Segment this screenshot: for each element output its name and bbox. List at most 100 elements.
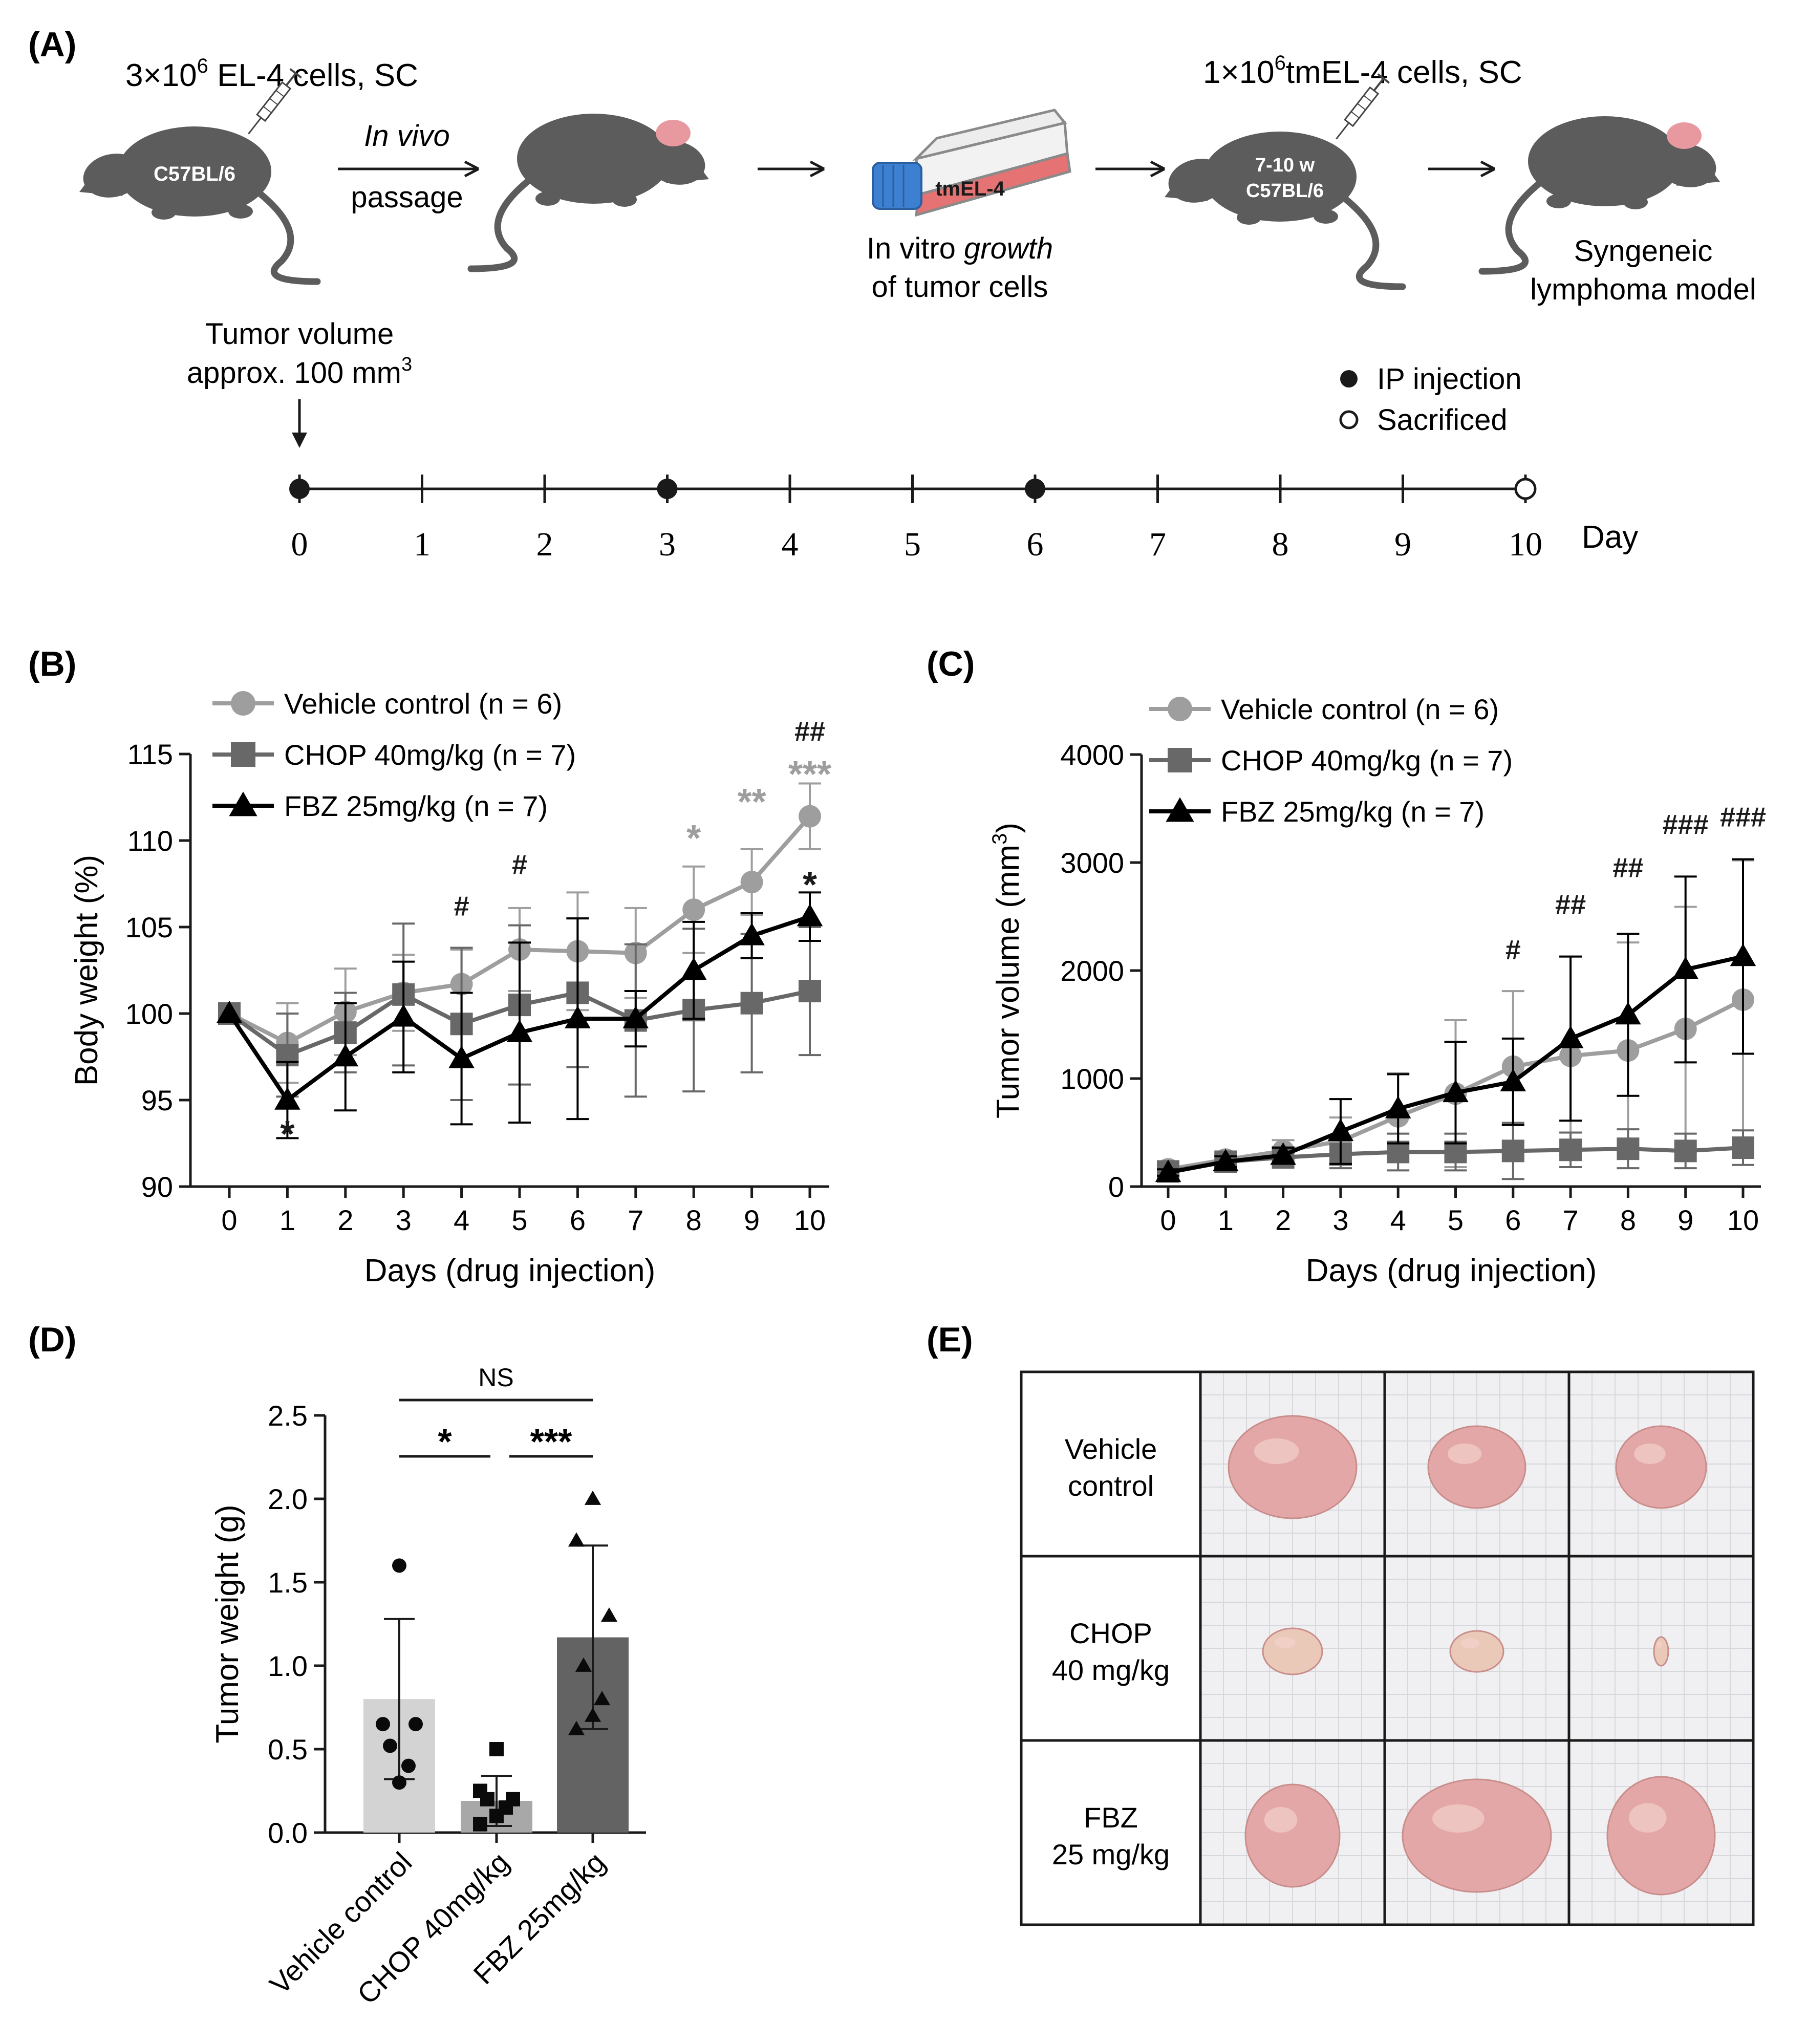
x-tick-label: 7: [628, 1204, 643, 1236]
x-tick-label: 6: [570, 1204, 586, 1236]
data-point: [1615, 1002, 1641, 1025]
y-tick-label: 2.5: [268, 1400, 308, 1432]
flask-caption-line2: of tumor cells: [872, 270, 1048, 304]
data-point: [1270, 1142, 1296, 1165]
data-point: [593, 1691, 611, 1706]
tumor-photo: [1615, 1425, 1707, 1509]
tumor-highlight: [1264, 1807, 1298, 1833]
data-point: [1557, 1025, 1584, 1048]
arrow-4-head: [1480, 160, 1496, 178]
tumor-photo: [1449, 1630, 1504, 1673]
data-point: [1387, 1141, 1410, 1164]
row-label-line1: Vehicle: [1065, 1433, 1157, 1465]
flask-label: tmEL-4: [935, 178, 1005, 200]
ip-injection-marker: [289, 479, 310, 499]
legend-marker: [229, 791, 257, 816]
step2-suffix: tmEL-4 cells, SC: [1286, 55, 1522, 90]
tumor-photo: [1262, 1627, 1323, 1675]
legend-label: CHOP 40mg/kg (n = 7): [1221, 744, 1513, 777]
tumor-volume-line2: approx. 100 mm3: [187, 354, 412, 390]
significance-annotation: ***: [788, 754, 831, 795]
chart-c: 0 1000 2000 3000 4000 0 1 2 3 4 5 6 7 8 9 10 Days (drug …: [988, 693, 1766, 1288]
arrow-3-head: [1150, 160, 1166, 178]
legend-marker: [1166, 797, 1194, 822]
significance-label: NS: [478, 1363, 513, 1392]
y-tick-label: 1000: [1060, 1063, 1124, 1095]
timeline-day-label: 4: [782, 526, 799, 563]
legend-label: Vehicle control (n = 6): [284, 687, 562, 720]
tumor-volume-line1: Tumor volume: [205, 317, 394, 351]
arrow1-italic-label: In vivo: [364, 119, 450, 153]
data-point: [401, 1758, 416, 1773]
arrow1-sub-label: passage: [351, 181, 463, 214]
y-tick-label: 105: [125, 911, 173, 943]
legend-label: CHOP 40mg/kg (n = 7): [284, 739, 576, 771]
mouse-icon-1: C57BL/6: [79, 126, 317, 282]
panel-a: (A) 3×106 EL-4 cells, SC C57BL/6 In vivo…: [28, 25, 1756, 563]
mouse1-label: C57BL/6: [154, 163, 235, 185]
significance-annotation: *: [686, 818, 701, 859]
data-point: [332, 1044, 359, 1067]
data-point: [584, 1707, 601, 1722]
y-tick-label: 1.5: [268, 1566, 308, 1599]
data-point: [383, 1738, 397, 1753]
mouse-icon-4: [1482, 116, 1720, 271]
y-tick-label: 0.0: [268, 1817, 308, 1849]
x-tick-label: 9: [1677, 1204, 1693, 1236]
row-label-line2: 25 mg/kg: [1052, 1838, 1170, 1870]
significance-annotation: *: [803, 865, 817, 906]
data-point: [568, 1532, 585, 1547]
data-point: [376, 1717, 390, 1732]
x-tick-label: 10: [1727, 1204, 1759, 1236]
data-point: [1213, 1149, 1239, 1172]
tumor-highlight: [1629, 1803, 1667, 1833]
timeline-day-label: 3: [659, 526, 676, 563]
y-tick-label: 0: [1108, 1171, 1124, 1203]
significance-annotation: ##: [1555, 889, 1586, 920]
x-axis-label: Days (drug injection): [1306, 1253, 1597, 1288]
timeline-day-label: 9: [1394, 526, 1411, 563]
data-point: [1732, 1136, 1754, 1159]
data-point: [392, 1558, 406, 1573]
tumor-photo: [1653, 1636, 1669, 1667]
tumor-highlight: [1657, 1641, 1662, 1648]
photo-table-border: [1020, 1370, 1755, 1926]
y-axis-label-text: Tumor volume (mm: [991, 845, 1026, 1118]
y-tick-label: 0.5: [268, 1733, 308, 1766]
x-tick-label: 0: [1160, 1204, 1176, 1236]
data-point: [682, 898, 705, 921]
ip-injection-marker: [1025, 479, 1045, 499]
significance-label: ***: [530, 1422, 572, 1461]
significance-annotation: #: [454, 891, 469, 921]
data-point: [1443, 1080, 1469, 1103]
data-point: [1501, 1139, 1524, 1163]
flask-caption-1b: growth: [964, 232, 1053, 265]
data-point: [622, 1005, 649, 1028]
legend-label: FBZ 25mg/kg (n = 7): [284, 790, 548, 822]
y-axis-label-close: ): [991, 823, 1026, 833]
step1-suffix: EL-4 cells, SC: [208, 58, 418, 93]
tumor-photo: [1228, 1415, 1358, 1519]
tumor-highlight: [1254, 1438, 1299, 1464]
panel-label-d: (D): [28, 1320, 76, 1359]
timeline-day-label: 2: [536, 526, 553, 563]
legend-ip-marker: [1340, 370, 1358, 388]
x-tick-label: 2: [337, 1204, 353, 1236]
y-tick-label: 3000: [1060, 847, 1124, 879]
mouse-icon-3: 7-10 w C57BL/6: [1165, 132, 1403, 287]
y-tick-label: 115: [127, 738, 173, 770]
significance-annotation: #: [1505, 935, 1521, 965]
legend-marker: [1168, 697, 1192, 721]
step1-exponent: 6: [197, 55, 208, 77]
data-point: [575, 1657, 592, 1672]
x-tick-label: 3: [396, 1204, 412, 1236]
model-caption-line2: lymphoma model: [1530, 273, 1756, 306]
data-point: [568, 1720, 585, 1735]
data-point: [799, 980, 821, 1003]
x-tick-label: 8: [1620, 1204, 1636, 1236]
tumor-photo: [1402, 1778, 1552, 1893]
sacrifice-marker: [1514, 478, 1537, 500]
step2-caption: 1×106tmEL-4 cells, SC: [1203, 52, 1522, 90]
significance-annotation: ##: [794, 716, 825, 747]
